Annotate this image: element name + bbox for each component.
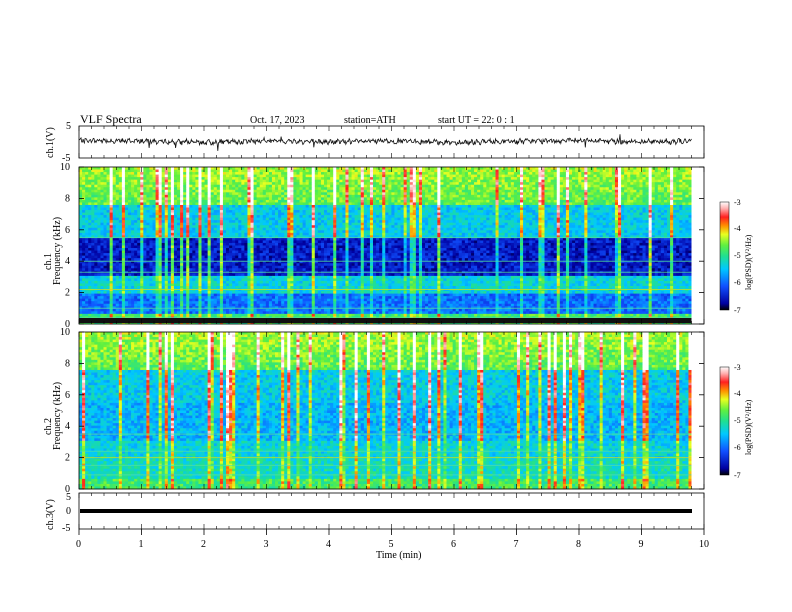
ch2-cb-tick-7: -7: [734, 471, 741, 480]
ch1-waveform-line: [79, 134, 692, 151]
time-tick-9: 9: [639, 539, 644, 550]
ch1-spec-ylabel-frequency: Frequency (kHz): [52, 217, 63, 285]
ch3-ytick-mid: 0: [66, 506, 71, 517]
ch1-cb-tick-5: -5: [734, 251, 741, 260]
station-label: station=ATH: [344, 115, 396, 126]
ch1-colorbar: -3 -4 -5 -6 -7 log(PSD)(V²/Hz): [720, 198, 753, 315]
ch2-spec-ytick-8: 8: [65, 358, 70, 369]
ch1-colorbar-scale: [720, 202, 729, 310]
ch2-spec-ytick-6: 6: [65, 390, 70, 401]
ch2-cb-tick-5: -5: [734, 416, 741, 425]
time-tick-1: 1: [139, 539, 144, 550]
ch1-waveform-panel: 5 -5 ch.1(V): [45, 121, 704, 164]
ch3-ylabel: ch.3(V): [45, 499, 56, 530]
figure-title: VLF Spectra: [80, 112, 142, 126]
time-tick-4: 4: [326, 539, 331, 550]
ch3-ytick-bottom: -5: [62, 523, 70, 534]
time-tick-7: 7: [514, 539, 519, 550]
time-tick-6: 6: [451, 539, 456, 550]
ch1-spec-ytick-4: 4: [65, 256, 70, 267]
ch1-cb-tick-7: -7: [734, 306, 741, 315]
ch2-cb-tick-4: -4: [734, 389, 741, 398]
ch1-spec-ytick-8: 8: [65, 193, 70, 204]
ch1-cb-tick-4: -4: [734, 224, 741, 233]
ch2-colorbar-label: log(PSD)(V²/Hz): [744, 399, 753, 455]
ch2-colorbar: -3 -4 -5 -6 -7 log(PSD)(V²/Hz): [720, 363, 753, 480]
ch1-spec-ytick-6: 6: [65, 225, 70, 236]
ch2-cb-tick-6: -6: [734, 443, 741, 452]
ch2-spec-ylabel-frequency: Frequency (kHz): [52, 382, 63, 450]
ch2-spectrogram-image: [79, 332, 704, 489]
time-tick-5: 5: [389, 539, 394, 550]
time-tick-2: 2: [201, 539, 206, 550]
ch3-ytick-top: 5: [66, 492, 71, 503]
ch1-ytick-top: 5: [66, 121, 71, 132]
time-tick-10: 10: [699, 539, 709, 550]
ch2-spec-ytick-4: 4: [65, 421, 70, 432]
ch3-waveform-panel: 5 0 -5 ch.3(V): [45, 492, 704, 534]
time-tick-3: 3: [264, 539, 269, 550]
date-label: Oct. 17, 2023: [250, 115, 304, 126]
time-tick-0: 0: [76, 539, 81, 550]
time-tick-8: 8: [576, 539, 581, 550]
ch1-spec-ytick-10: 10: [60, 162, 70, 173]
ch1-cb-tick-6: -6: [734, 278, 741, 287]
ch2-colorbar-scale: [720, 367, 729, 475]
ch1-cb-tick-3: -3: [734, 198, 741, 207]
ch1-spec-ytick-2: 2: [65, 288, 70, 299]
ch1-ylabel: ch.1(V): [45, 127, 56, 158]
ch2-spec-ytick-2: 2: [65, 453, 70, 464]
start-time-label: start UT = 22: 0 : 1: [438, 115, 515, 126]
ch1-colorbar-label: log(PSD)(V²/Hz): [744, 234, 753, 290]
time-axis-label: Time (min): [376, 550, 421, 561]
ch2-spec-ytick-10: 10: [60, 327, 70, 338]
ch1-spectrogram-image: [79, 167, 704, 324]
ch2-cb-tick-3: -3: [734, 363, 741, 372]
